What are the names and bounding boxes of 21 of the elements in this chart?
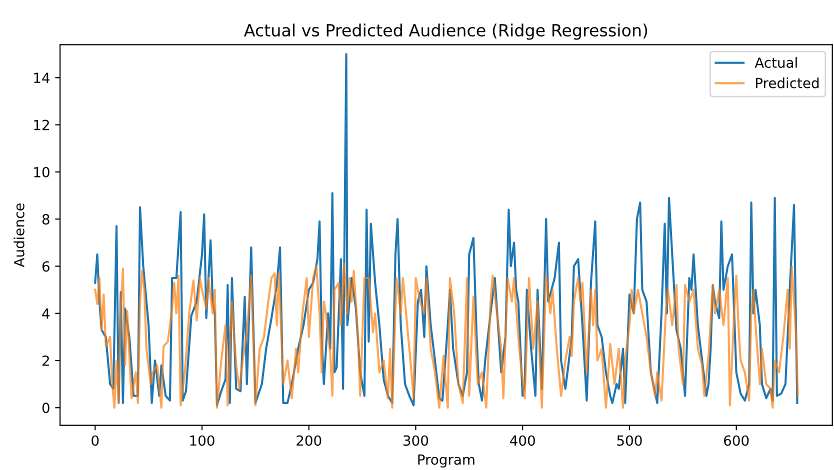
x-tick-label: 400 bbox=[510, 435, 535, 446]
y-tick-label: 0 bbox=[42, 402, 50, 414]
y-tick-label: 14 bbox=[34, 72, 50, 83]
y-tick-label: 6 bbox=[42, 261, 50, 272]
y-tick-label: 12 bbox=[34, 120, 49, 130]
x-tick-label: 200 bbox=[296, 435, 322, 446]
x-tick-label: 600 bbox=[724, 435, 749, 446]
x-tick-label: 500 bbox=[617, 435, 642, 446]
chart-title: Actual vs Predicted Audience (Ridge Regression) bbox=[244, 24, 648, 40]
line-series bbox=[94, 262, 799, 409]
y-tick-label: 4 bbox=[42, 308, 50, 319]
y-tick-label: 2 bbox=[42, 355, 49, 366]
legend-label: Actual bbox=[754, 57, 797, 68]
y-tick-label: 10 bbox=[34, 166, 50, 178]
x-axis-title: Program bbox=[418, 454, 474, 468]
y-tick-label: 8 bbox=[42, 214, 50, 225]
y-axis-title: Audience bbox=[14, 203, 24, 268]
legend-label: Predicted bbox=[756, 78, 819, 88]
x-tick-label: 0 bbox=[92, 435, 99, 446]
x-tick-label: 300 bbox=[404, 435, 428, 446]
x-tick-label: 100 bbox=[190, 435, 214, 446]
